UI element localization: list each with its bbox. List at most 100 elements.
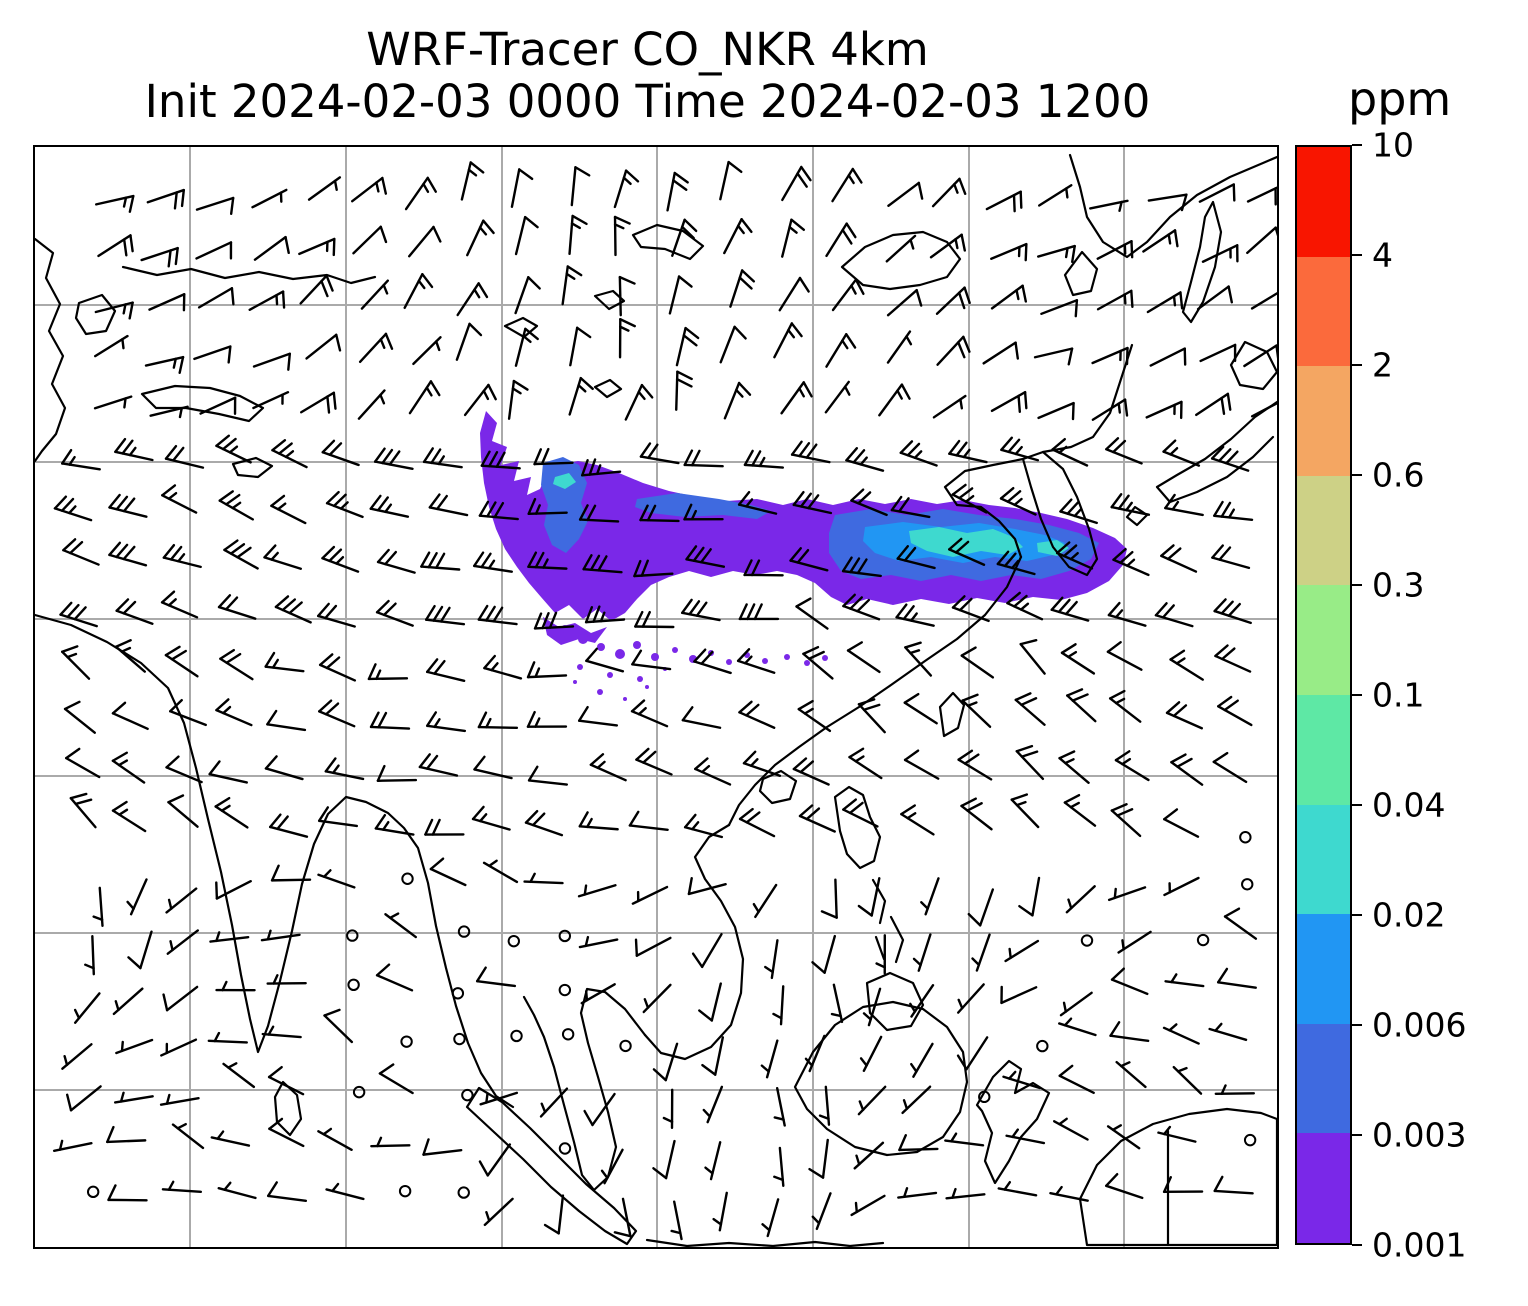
wind-barb [323,1008,354,1044]
barb-feather-half [843,385,851,396]
barb-feather-full [750,559,761,577]
plume-speckle [762,658,768,664]
barb-feather-half [962,448,971,459]
wind-barb [613,215,631,257]
calm-circle [400,1035,413,1048]
barb-feather-half [1013,497,1023,506]
wind-barb [261,1025,302,1039]
barb-feather-half [276,502,287,511]
barb-feather-half [128,446,137,457]
barb-feather-full [128,301,134,320]
barb-feather-half [488,859,498,868]
barb-feather-full [473,755,486,771]
barb-feather-full [425,658,439,674]
barb-feather-half [223,1181,232,1191]
wind-barb [429,857,467,887]
wind-barb [742,750,782,777]
barb-staff [298,237,336,256]
barb-feather-full [646,504,657,522]
wind-barb [1010,793,1040,829]
barb-staff [1217,705,1253,727]
wind-barb [895,603,935,627]
barb-staff [420,565,461,571]
wind-barb [990,242,1028,262]
barb-staff [630,710,669,728]
barb-staff [719,325,736,364]
barb-feather-full [688,600,701,616]
wind-barb [114,639,146,673]
wind-barb [698,982,722,1022]
wind-barb [526,710,568,728]
barb-feather-full [115,598,130,612]
colorbar-tick-label: 0.001 [1372,1225,1467,1265]
barb-feather-full [266,709,278,726]
wind-barb [558,1142,572,1155]
barb-staff [111,712,149,731]
wind-barb [479,1091,519,1106]
barb-feather-full [1220,600,1234,615]
wind-barb [584,605,626,624]
barb-feather-full [1021,284,1027,303]
plume-speckle [822,655,828,661]
wind-barb [161,484,198,514]
colorbar-tick-label: 4 [1372,235,1393,275]
barb-staff [585,659,625,673]
wind-barb [108,541,148,567]
wind-barb [685,545,726,568]
wind-barb [1246,226,1277,255]
barb-feather-full [1275,344,1277,359]
wind-barb [999,486,1037,516]
barb-staff [965,1036,989,1071]
barb-feather-half [764,965,774,974]
barb-feather-full [963,286,971,305]
wind-barb [533,447,574,466]
barb-staff [1243,344,1277,368]
barb-feather-half [123,397,127,409]
barb-feather-half [1126,558,1136,567]
wind-barb [1000,985,1038,1005]
wind-barb [266,974,307,985]
wind-barb [1058,750,1090,784]
barb-staff [148,293,186,311]
barb-feather-full [958,597,973,612]
barb-feather-full [427,552,438,569]
wind-barb [738,807,776,838]
barb-feather-full [618,275,636,285]
coastline [74,293,117,336]
barb-feather-full [957,341,966,359]
barb-feather-full [903,546,917,562]
wind-barb [167,794,199,828]
barb-feather-full [367,663,377,681]
colorbar-segment [1297,256,1350,367]
wind-barb [428,493,469,517]
barb-staff [719,160,730,201]
barb-feather-full [1223,699,1239,712]
barb-feather-full [579,376,594,391]
barb-feather-half [905,335,913,346]
barb-feather-half [704,1166,714,1175]
barb-staff [723,218,743,255]
barb-staff [1000,986,1038,1005]
barb-feather-full [477,282,489,299]
barb-feather-full [571,214,588,226]
wind-barb [956,983,985,1014]
barb-feather-half [954,238,959,250]
barb-feather-full [60,448,73,465]
barb-feather-full [652,1167,668,1180]
wind-barb [1110,803,1142,838]
wind-barb [825,333,857,368]
barb-feather-full [647,443,659,460]
wind-barb [1014,692,1046,726]
barb-staff [639,518,680,523]
barb-feather-full [106,1125,115,1144]
wind-barb [317,806,359,828]
barb-feather-full [895,603,908,619]
wind-barb [719,160,743,201]
coastline [121,265,377,285]
barb-feather-full [224,596,239,611]
barb-feather-full [1221,647,1236,661]
wind-barb [160,590,199,619]
barb-feather-full [898,1134,907,1152]
barb-feather-full [534,551,545,569]
barb-staff [557,1194,565,1235]
